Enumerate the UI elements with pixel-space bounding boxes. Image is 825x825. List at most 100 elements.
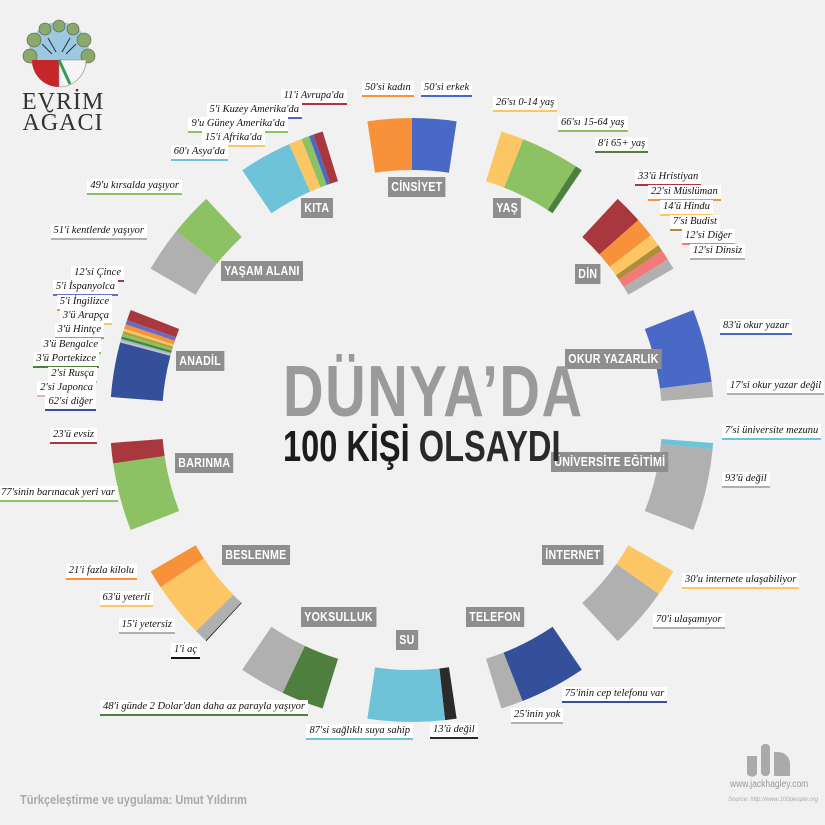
segment-bar [176, 198, 242, 264]
segment-label: 83'ü okur yazar [720, 319, 792, 335]
title-olsaydi: OLSAYDI [418, 422, 561, 471]
segment-label: 93'ü değil [722, 472, 770, 488]
segment-label: 48'i günde 2 Dolar'dan daha az parayla y… [100, 700, 308, 716]
segment-bar [121, 333, 173, 351]
segment-bar [547, 166, 582, 214]
segment-label: 7'si üniversite mezunu [722, 424, 822, 440]
segment-bar [313, 131, 339, 184]
segment-bar [242, 626, 305, 693]
segment-label: 50'si erkek [421, 81, 473, 97]
segment-label: 70'i ulaşamıyor [653, 613, 725, 629]
segment-bar [289, 138, 321, 192]
segment-label: 15'i Afrika'da [201, 131, 265, 147]
segment-bar [616, 545, 674, 594]
category-label: CİNSİYET [388, 177, 446, 197]
segment-label: 50'si kadın [362, 81, 414, 97]
category-label: BARINMA [175, 453, 234, 473]
segment-bar [623, 259, 674, 295]
segment-label: 12'si Dinsiz [690, 244, 746, 260]
segment-bar [160, 558, 234, 632]
segment-bar [110, 342, 171, 402]
segment-bar [582, 564, 659, 642]
segment-bar [503, 626, 582, 702]
segment-bar [113, 455, 180, 530]
category-label: SU [396, 630, 418, 650]
segment-bar [301, 136, 327, 188]
segment-bar [599, 220, 651, 268]
title-100-kisi: 100 KİŞİ [283, 422, 410, 471]
segment-label: 30'u internete ulaşabiliyor [682, 573, 800, 589]
logo-line2: AĞACI [22, 110, 104, 136]
segment-label: 23'ü evsiz [49, 428, 97, 444]
category-label: YOKSULLUK [301, 607, 377, 627]
segment-label: 21'i fazla kilolu [65, 564, 137, 580]
segment-bar [660, 438, 714, 450]
segment-label: 11'i Avrupa'da [280, 89, 347, 105]
segment-label: 12'si Diğer [682, 229, 735, 245]
category-label: İNTERNET [542, 545, 604, 565]
category-label: BESLENME [222, 545, 290, 565]
segment-label: 66'sı 15-64 yaş [558, 116, 628, 132]
segment-label: 49'u kırsalda yaşıyor [87, 179, 182, 195]
jackhagley-logo-icon [747, 744, 790, 777]
segment-label: 13'ü değil [430, 723, 478, 739]
category-label: YAŞ [493, 198, 522, 218]
segment-label: 5'i İspanyolca [52, 280, 118, 296]
segment-bar [485, 131, 524, 188]
segment-label: 14'ü Hindu [660, 200, 713, 216]
segment-bar [412, 118, 457, 173]
segment-label: 17'si okur yazar değil [727, 379, 825, 395]
segment-bar [123, 328, 174, 347]
segment-label: 1'i aç [171, 643, 200, 659]
category-label: ÜNİVERSİTE EĞİTİMİ [551, 452, 669, 472]
logo-line1: EVRİM [22, 89, 105, 115]
category-label: OKUR YAZARLIK [565, 349, 662, 369]
title-line1: DÜNYA’DA [283, 352, 584, 432]
segment-bar [125, 320, 177, 341]
segment-label: 26'sı 0-14 yaş [493, 96, 558, 112]
segment-label: 87'si sağlıklı suya sahip [306, 724, 413, 740]
segment-bar [127, 310, 180, 338]
segment-bar [367, 667, 446, 723]
segment-bar [205, 602, 242, 642]
segment-bar [309, 134, 331, 185]
category-label: TELEFON [466, 607, 525, 627]
segment-bar [609, 235, 659, 276]
segment-bar [282, 645, 339, 709]
segment-bar [485, 652, 523, 709]
segment-bar [150, 545, 204, 588]
segment-bar [242, 144, 311, 214]
segment-bar [367, 118, 412, 173]
segment-bar [618, 250, 668, 288]
segment-label: 77'sinin barınacak yeri var [0, 486, 118, 502]
source-text: Source: http://www.100people.org [728, 797, 819, 803]
segment-label: 60'ı Asya'da [170, 145, 228, 161]
segment-bar [196, 594, 242, 641]
segment-label: 8'i 65+ yaş [595, 137, 649, 153]
category-label: DİN [575, 264, 601, 284]
category-label: YAŞAM ALANI [221, 261, 303, 281]
logo-text: EVRİM AĞACI [22, 89, 105, 136]
segment-bar [110, 438, 165, 464]
segment-label: 33'ü Hristiyan [635, 170, 702, 186]
segment-label: 51'i kentlerde yaşıyor [50, 224, 147, 240]
evrim-agaci-logo [22, 19, 96, 88]
jackhagley-link[interactable]: www.jackhagley.com [730, 779, 809, 790]
segment-label: 63'ü yeterli [99, 591, 153, 607]
title-line2: 100 KİŞİ OLSAYDI [283, 424, 561, 470]
segment-bar [582, 198, 639, 255]
segment-label: 15'i yetersiz [118, 618, 175, 634]
segment-bar [660, 381, 714, 402]
segment-bar [120, 338, 172, 355]
segment-bar [439, 667, 457, 721]
segment-label: 3'ü Portekizce [33, 352, 99, 368]
segment-bar [122, 331, 174, 349]
translation-credit: Türkçeleştirme ve uygulama: Umut Yıldırı… [20, 792, 248, 807]
segment-label: 25'inin yok [511, 708, 564, 724]
segment-bar [124, 324, 175, 345]
segment-label: 22'si Müslüman [648, 185, 721, 201]
category-label: KITA [301, 198, 333, 218]
segment-bar [120, 340, 171, 356]
segment-bar [615, 245, 662, 280]
segment-bar [150, 231, 218, 295]
